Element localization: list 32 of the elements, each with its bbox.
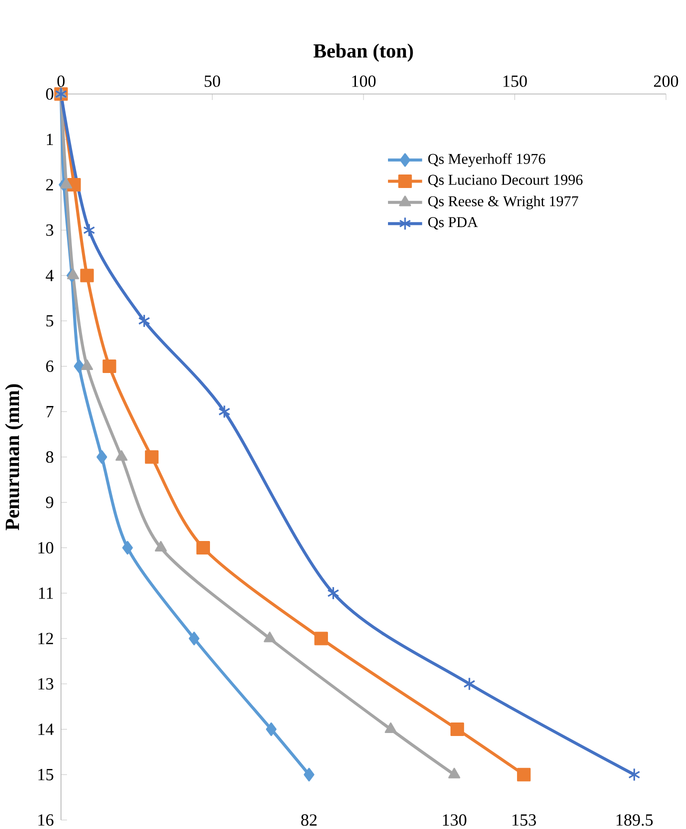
y-tick-label: 3 [46, 224, 54, 236]
y-tick-label: 6 [46, 360, 54, 372]
y-tick-label: 14 [38, 724, 54, 735]
legend-label: Qs Meyerhoff 1976 [428, 153, 546, 168]
y-tick-label: 1 [46, 134, 53, 145]
annotation: 153 [512, 814, 536, 826]
y-tick-label: 13 [38, 678, 54, 690]
x-tick-label: 0 [57, 75, 65, 87]
legend-label: Qs Luciano Decourt 1996 [428, 174, 583, 188]
y-tick-label: 8 [46, 451, 54, 463]
legend-label: Qs Reese & Wright 1977 [428, 196, 578, 210]
annotation: 130 [443, 814, 466, 826]
legend-label: Qs PDA [428, 217, 478, 230]
y-tick-label: 10 [38, 542, 54, 554]
y-axis-title: Penurunan (mm) [5, 384, 24, 530]
y-tick-label: 16 [38, 814, 54, 826]
x-tick-label: 200 [654, 75, 678, 87]
y-tick-label: 2 [46, 179, 53, 190]
x-tick-label: 100 [352, 75, 376, 87]
y-tick-label: 7 [46, 406, 54, 418]
annotation: 189.5 [616, 814, 653, 826]
y-tick-label: 12 [38, 632, 53, 644]
y-tick-label: 9 [46, 496, 54, 508]
y-tick-label: 15 [38, 768, 54, 780]
x-tick-label: 150 [504, 75, 527, 87]
y-tick-label: 0 [46, 88, 54, 100]
x-axis-title: Beban (ton) [314, 44, 413, 62]
y-tick-label: 4 [46, 270, 54, 282]
annotation: 82 [301, 814, 317, 826]
y-tick-label: 11 [39, 588, 53, 599]
y-tick-label: 5 [46, 315, 54, 327]
x-tick-label: 50 [204, 75, 220, 87]
